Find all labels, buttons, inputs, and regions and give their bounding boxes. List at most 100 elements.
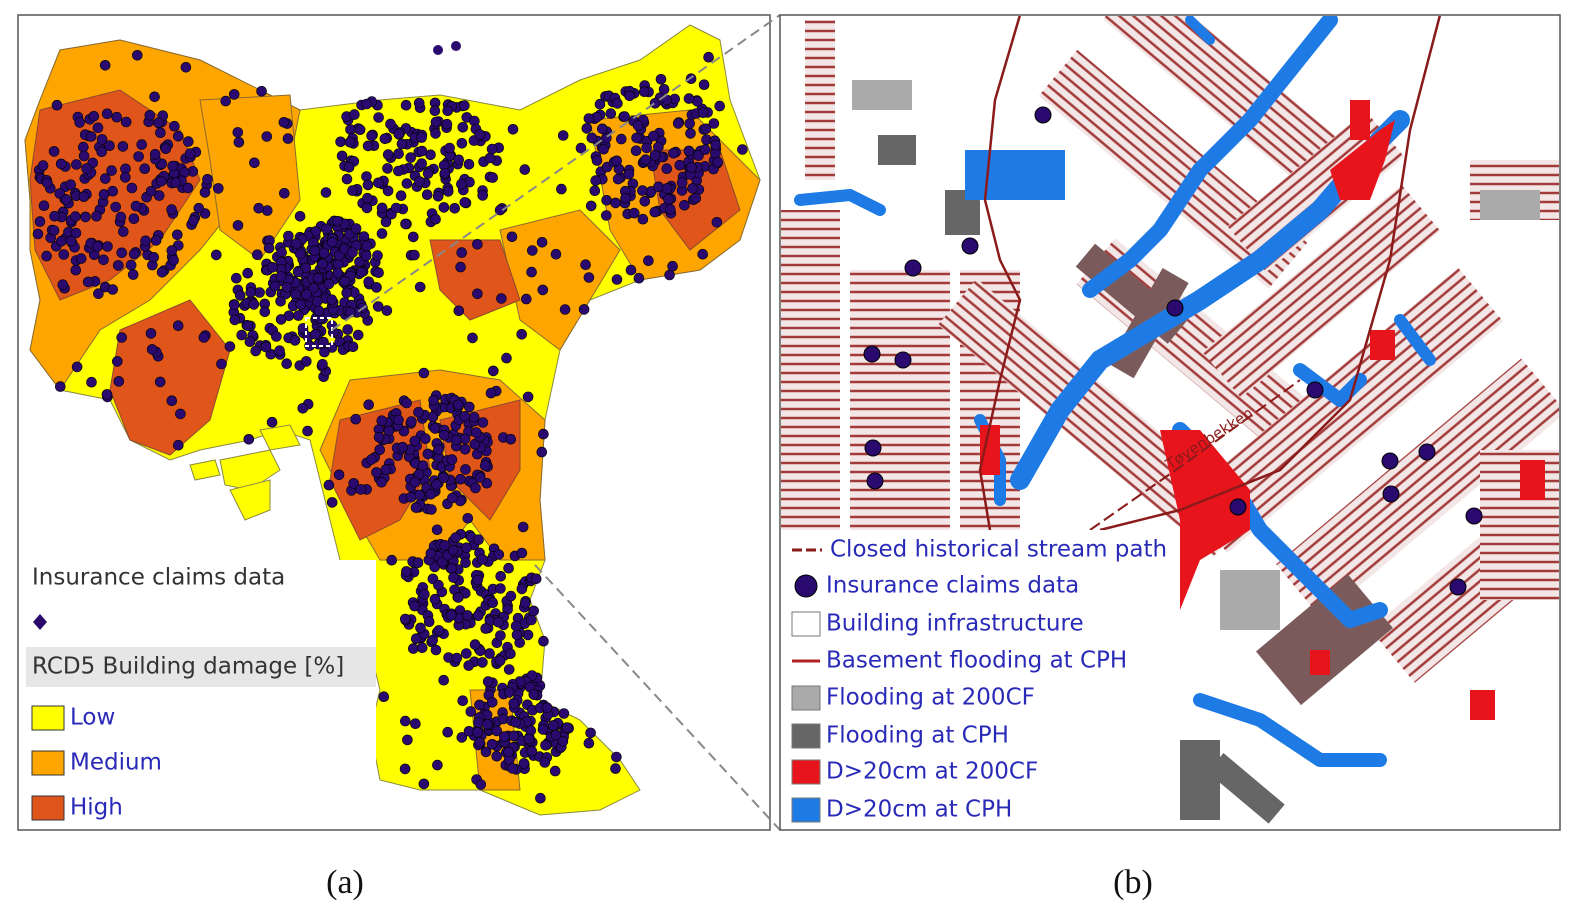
connector <box>534 564 781 831</box>
claim-dot <box>495 583 506 594</box>
claim-dot <box>526 614 537 626</box>
claim-dot <box>649 150 661 161</box>
claim-dot <box>224 341 236 352</box>
claim-dot <box>413 406 424 418</box>
claim-dot <box>172 229 183 241</box>
claim-dot <box>633 272 645 284</box>
claim-dot <box>339 275 351 287</box>
claim-dot <box>474 736 485 748</box>
claim-dot <box>578 304 590 315</box>
map-a: Insurance claims data RCD5 Building dama… <box>24 24 761 829</box>
claim-dot <box>236 329 247 341</box>
legend-b-bg <box>781 530 1178 829</box>
claim-dot <box>380 216 392 228</box>
claim-dot <box>74 117 85 128</box>
claim-dot <box>323 278 335 290</box>
claim-dot <box>413 97 425 109</box>
claim-dot <box>714 100 726 112</box>
claim-dot <box>289 335 301 346</box>
claim-dot <box>211 249 222 261</box>
claim-dot <box>637 213 649 225</box>
claim-dot <box>167 160 178 172</box>
claim-dot <box>228 89 240 100</box>
claim-dot <box>703 51 714 63</box>
claim-dot <box>382 163 393 174</box>
claim-dot <box>520 293 532 305</box>
claim-dot <box>628 207 640 219</box>
claim-dot <box>55 158 67 170</box>
claim-dot <box>661 183 673 194</box>
claim-dot <box>683 93 695 104</box>
claim-dot <box>418 367 430 379</box>
claim-dot <box>166 204 177 215</box>
claim-dot <box>505 648 516 660</box>
claim-dot <box>508 730 520 742</box>
claim-dot <box>539 757 551 768</box>
claim-dot <box>335 136 346 148</box>
claim-dot <box>117 141 129 152</box>
claim-dot <box>583 737 595 749</box>
claim-dot <box>498 731 510 742</box>
claim-dot <box>416 642 428 654</box>
claim-dot <box>472 239 483 250</box>
claim-dot <box>668 147 679 159</box>
claim-dot <box>115 211 127 223</box>
claim-dot <box>393 165 404 177</box>
claim-dot <box>99 60 111 71</box>
claim-dot <box>519 597 531 609</box>
claim-dot <box>596 123 608 135</box>
claim-dot <box>522 391 534 403</box>
claim-dot <box>376 476 387 488</box>
claim-dot <box>422 168 434 179</box>
claim-dot <box>605 108 617 119</box>
claim-dot <box>347 341 359 353</box>
claim-dot <box>503 562 514 574</box>
claim-dot <box>106 165 117 176</box>
claim-dot <box>148 251 159 263</box>
claim-dot <box>295 299 307 310</box>
claim-dot <box>612 98 623 109</box>
claim-dot <box>91 211 102 222</box>
claim-dot <box>371 467 382 478</box>
claim-dot <box>354 256 365 268</box>
claim-dot <box>232 220 244 231</box>
claim-dot <box>686 162 697 173</box>
claim-dot <box>393 128 405 140</box>
claim-dot <box>589 185 601 196</box>
basement-flooding-line <box>1099 16 1442 532</box>
claim-dot <box>98 254 109 266</box>
legend-title-bg <box>26 647 376 687</box>
claim-dot <box>456 178 467 190</box>
claim-dot <box>510 620 522 632</box>
claim-dot <box>407 643 419 654</box>
claim-dot <box>460 648 472 659</box>
map-b: Tøyenbekken Closed historical stream pat… <box>781 16 1559 829</box>
claim-dot <box>601 195 612 206</box>
claim-dot <box>465 706 477 717</box>
claim-dot <box>517 521 529 533</box>
claim-dot <box>331 215 343 227</box>
claim-dot <box>468 411 480 423</box>
claim-dot <box>451 652 463 664</box>
claim-dot <box>362 192 373 204</box>
claim-dot <box>54 188 66 199</box>
claim-dot <box>487 597 499 609</box>
claim-dot <box>429 423 441 434</box>
claim-dot <box>664 269 675 281</box>
claim-dot <box>347 247 358 258</box>
claim-dot <box>401 397 412 409</box>
claim-dot <box>427 634 439 646</box>
claim-dot <box>1381 452 1399 470</box>
claim-dot <box>438 429 450 441</box>
claim-dot <box>399 613 411 625</box>
claim-dot <box>615 133 627 145</box>
claim-dot <box>71 159 82 170</box>
claim-dot <box>98 189 110 200</box>
claim-dot <box>146 344 158 355</box>
claim-dot <box>399 763 411 775</box>
claim-dot <box>482 718 493 730</box>
claim-dot <box>491 725 503 737</box>
claim-dot <box>699 144 711 155</box>
claim-dot <box>139 163 150 174</box>
claim-dot <box>412 557 424 569</box>
